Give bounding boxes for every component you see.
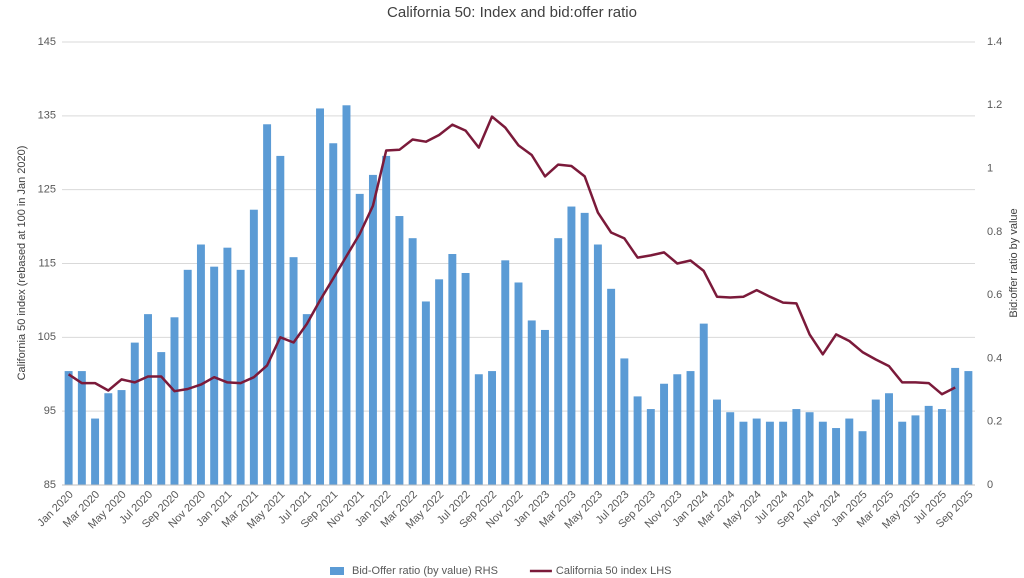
bar (91, 418, 100, 485)
line (67, 115, 956, 396)
bar (448, 254, 457, 485)
legend-label: Bid-Offer ratio (by value) RHS (352, 565, 498, 577)
y-tick-label: 95 (44, 405, 56, 417)
bar (527, 320, 536, 485)
bar (474, 374, 483, 485)
bar (196, 244, 205, 485)
bar (144, 314, 152, 485)
bar (818, 421, 827, 485)
bar (593, 244, 602, 485)
bar (633, 396, 642, 485)
bar (249, 209, 258, 485)
bar (713, 399, 721, 485)
bar (951, 367, 960, 485)
bar (554, 238, 563, 485)
bar (210, 266, 219, 485)
bar (130, 342, 139, 485)
bar (752, 418, 761, 485)
bar (316, 108, 324, 485)
y-tick-label: 115 (38, 257, 56, 269)
bar (329, 143, 338, 485)
y-tick-label: 135 (38, 110, 56, 122)
y2-tick-label: 1.4 (987, 36, 1002, 48)
bar (646, 409, 655, 485)
bar (488, 371, 497, 485)
y2-tick-label: 0.6 (987, 289, 1002, 301)
bar (236, 269, 245, 485)
bar (368, 174, 377, 485)
bar (223, 247, 232, 485)
bar (885, 393, 893, 485)
bar (183, 269, 192, 485)
legend-label: California 50 index LHS (556, 565, 672, 577)
bar (408, 238, 417, 485)
bar (765, 421, 774, 485)
y2-tick-label: 0.8 (987, 226, 1002, 238)
bar (157, 352, 166, 485)
y-tick-label: 125 (38, 184, 56, 196)
bar (302, 314, 311, 485)
bar (461, 272, 470, 485)
bar (792, 409, 801, 485)
y2-tick-label: 0.4 (987, 352, 1002, 364)
bar (858, 431, 867, 485)
bar (845, 418, 854, 485)
bar (686, 371, 695, 485)
bar (514, 282, 523, 485)
bar (620, 358, 629, 485)
bar (355, 193, 364, 485)
y2-axis-title: Bid:offer ratio by value (1008, 208, 1020, 317)
bar (739, 421, 748, 485)
bar (276, 155, 285, 485)
bar (779, 421, 788, 485)
bar (540, 329, 549, 485)
bar (64, 371, 73, 485)
y-tick-label: 145 (38, 36, 56, 48)
bar (964, 371, 973, 485)
bar (937, 409, 946, 485)
bar (263, 124, 272, 486)
bar (421, 301, 430, 485)
bar (117, 390, 126, 485)
bar (342, 105, 351, 486)
bar (924, 405, 933, 485)
bar (871, 399, 880, 485)
bar (699, 323, 708, 485)
bar (673, 374, 682, 485)
bar (435, 279, 444, 485)
bar (289, 257, 298, 485)
bar (567, 206, 576, 486)
y-tick-label: 105 (38, 331, 56, 343)
y2-tick-label: 0.2 (987, 416, 1002, 428)
bar (77, 371, 86, 485)
y-tick-label: 85 (44, 479, 56, 491)
bar (382, 155, 391, 485)
bar (501, 260, 510, 485)
bar (911, 415, 920, 485)
legend-swatch (330, 567, 344, 575)
bar (898, 421, 907, 485)
bar (607, 288, 616, 485)
chart-title: California 50: Index and bid:offer ratio (387, 4, 637, 21)
y-axis-title: California 50 index (rebased at 100 in J… (16, 146, 28, 381)
bar (726, 412, 735, 485)
bar (395, 216, 404, 486)
bar (805, 412, 814, 485)
y2-tick-label: 1.2 (987, 99, 1002, 111)
y2-tick-label: 0 (987, 479, 993, 491)
y2-tick-label: 1 (987, 162, 993, 174)
bar (832, 428, 841, 485)
bar (170, 317, 179, 485)
bar (660, 383, 669, 485)
bar (104, 393, 113, 485)
bar (580, 212, 589, 485)
